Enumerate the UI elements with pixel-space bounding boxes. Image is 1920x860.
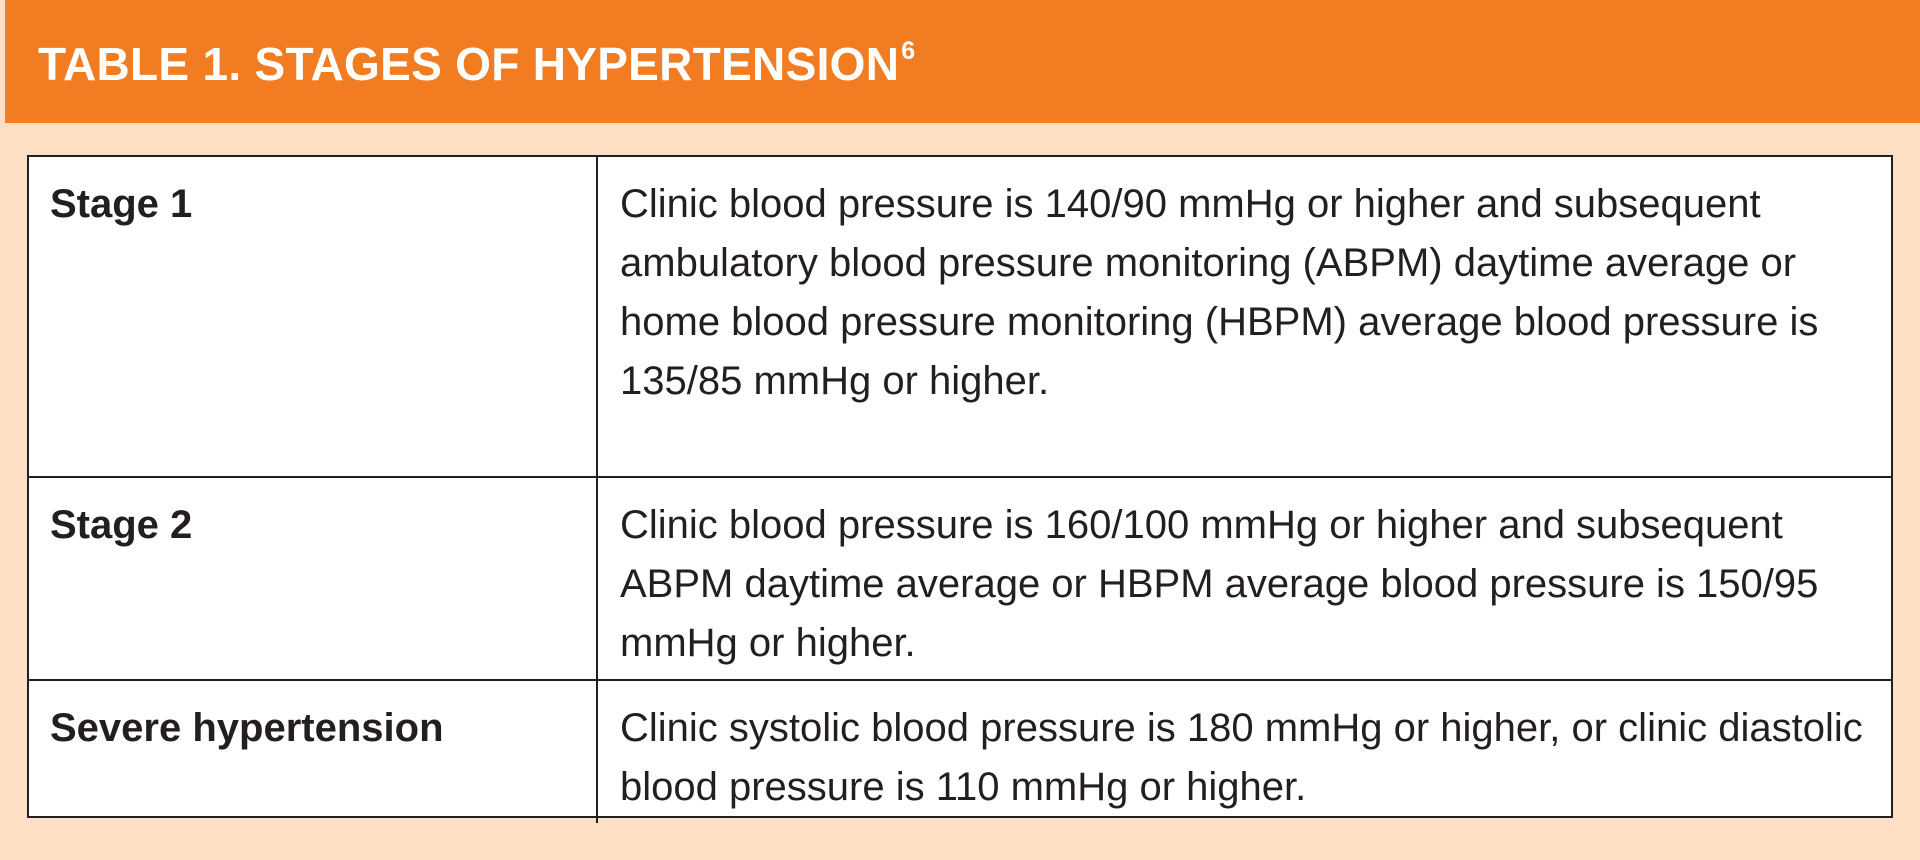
stage-label: Severe hypertension — [29, 679, 598, 823]
stages-table: Stage 1 Clinic blood pressure is 140/90 … — [29, 157, 1891, 823]
stage-label: Stage 1 — [29, 157, 598, 478]
table-row-severe-hypertension: Severe hypertension Clinic systolic bloo… — [29, 679, 1891, 823]
table-title: TABLE 1. STAGES OF HYPERTENSION6 — [38, 36, 916, 90]
title-footnote-ref: 6 — [901, 36, 916, 65]
stages-table-container: Stage 1 Clinic blood pressure is 140/90 … — [27, 155, 1893, 823]
stage-description: Clinic systolic blood pressure is 180 mm… — [596, 679, 1891, 823]
stage-description: Clinic blood pressure is 160/100 mmHg or… — [596, 476, 1891, 681]
table-row-stage-1: Stage 1 Clinic blood pressure is 140/90 … — [29, 157, 1891, 478]
stage-description: Clinic blood pressure is 140/90 mmHg or … — [596, 157, 1891, 478]
table-title-text: TABLE 1. STAGES OF HYPERTENSION — [38, 37, 900, 90]
stage-label: Stage 2 — [29, 476, 598, 681]
table-row-stage-2: Stage 2 Clinic blood pressure is 160/100… — [29, 476, 1891, 681]
table-header-bar: TABLE 1. STAGES OF HYPERTENSION6 — [5, 0, 1920, 123]
